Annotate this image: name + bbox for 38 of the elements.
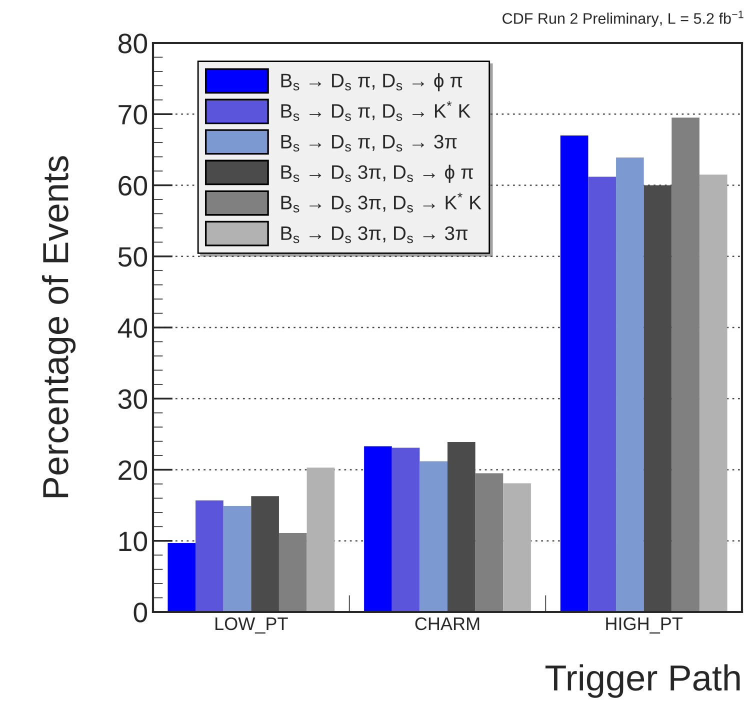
y-tick-label: 30 xyxy=(118,389,148,409)
y-tick-label: 80 xyxy=(118,34,148,54)
legend-label: B$_{s}$ → D$_{s}$ 3π, D$_{s}$ → 3π xyxy=(281,226,468,244)
y-tick-label: 40 xyxy=(118,318,148,338)
bar xyxy=(699,174,728,612)
bar xyxy=(364,446,392,612)
chart-title: CDF Run 2 Preliminary, L = 5.2 fb$^{−1}$ xyxy=(502,10,744,27)
y-tick-label: 10 xyxy=(119,532,148,552)
bar xyxy=(278,533,307,612)
bar xyxy=(306,468,335,612)
bar xyxy=(503,483,531,612)
bar xyxy=(672,118,700,612)
y-tick-label: 60 xyxy=(118,176,148,196)
y-tick-label: 0 xyxy=(134,602,148,622)
x-tick-label: HIGH_PT xyxy=(606,617,683,634)
bar xyxy=(251,496,279,612)
text: B$_{s}$ → D$_{s}$ 3π, D$_{s}$ → K$^{*}$ K xyxy=(281,192,482,212)
y-axis-title: Percentage of Events xyxy=(42,156,76,498)
x-tick-label: CHARM xyxy=(415,617,480,630)
bar xyxy=(168,543,196,612)
y-tick-label: 70 xyxy=(118,104,148,124)
legend-label: B$_{s}$ → D$_{s}$ π, D$_{s}$ → 3π xyxy=(281,134,457,152)
bar xyxy=(392,448,420,612)
legend-label: B$_{s}$ → D$_{s}$ 3π, D$_{s}$ → ϕ π xyxy=(281,164,474,183)
bar xyxy=(420,461,448,612)
x-tick-label: LOW_PT xyxy=(216,617,288,634)
bar xyxy=(196,500,224,612)
x-axis-title: Trigger Path xyxy=(545,664,740,698)
bar xyxy=(616,158,644,612)
bar xyxy=(588,176,616,612)
y-tick-label: 20 xyxy=(118,460,148,480)
legend-label: B$_{s}$ → D$_{s}$ π, D$_{s}$ → ϕ π xyxy=(281,73,462,92)
bar xyxy=(448,442,476,612)
bar xyxy=(475,473,504,612)
text: B$_{s}$ → D$_{s}$ π, D$_{s}$ → K$^{*}$ K xyxy=(281,101,471,121)
bar xyxy=(560,135,588,612)
bar xyxy=(223,506,252,612)
y-tick-label: 50 xyxy=(118,247,148,267)
